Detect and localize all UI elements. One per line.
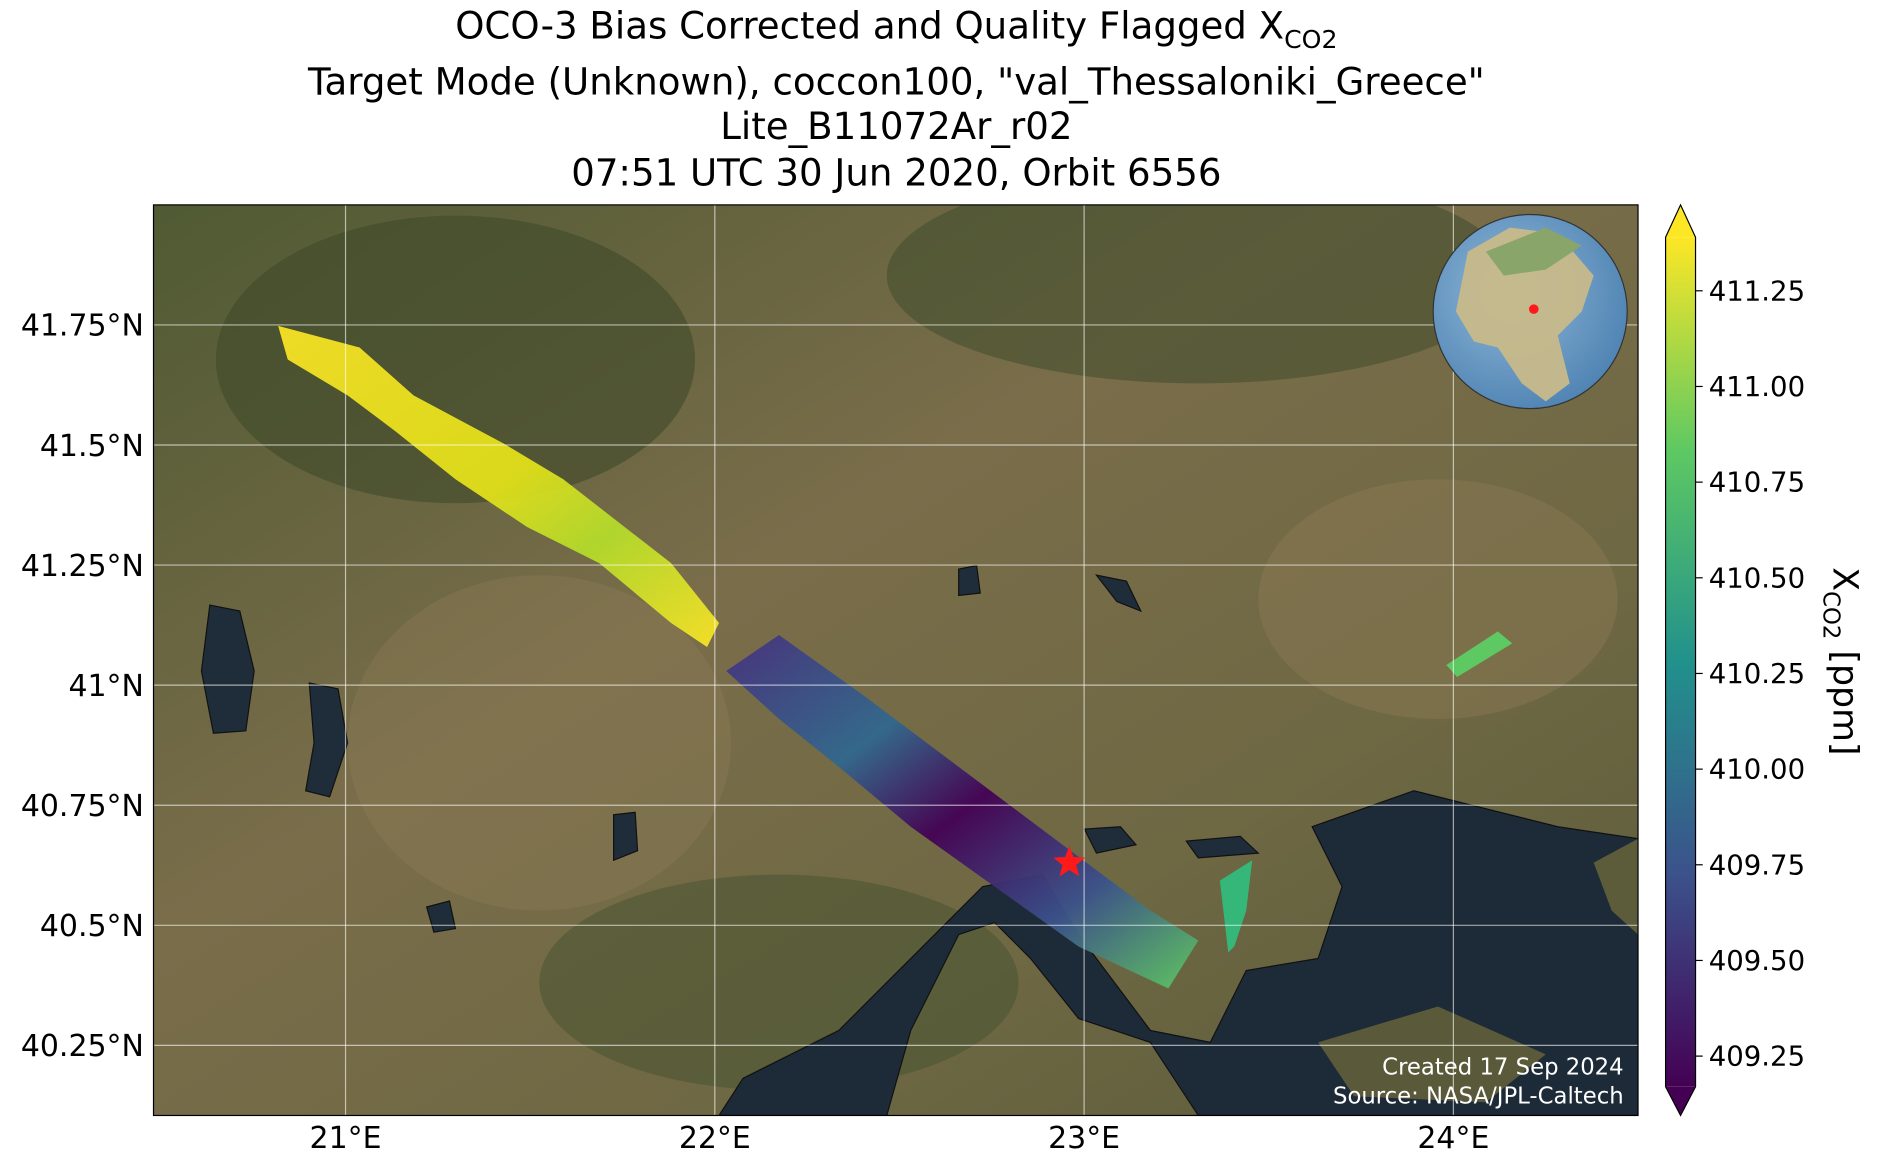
x-tick-label: 24°E — [1417, 1121, 1489, 1156]
colorbar-tick-label: 409.75 — [1709, 849, 1805, 881]
grid — [153, 204, 1639, 1116]
colorbar-extend — [1665, 204, 1696, 238]
y-tick-label: 41.75°N — [21, 309, 144, 344]
title: OCO-3 Bias Corrected and Quality Flagged… — [455, 4, 1337, 54]
map-background — [153, 204, 1639, 1116]
map-frame — [152, 204, 1639, 1117]
y-tick-label: 40.5°N — [40, 909, 144, 944]
colorbar-ramp — [1665, 237, 1696, 1087]
x-tick-label: 22°E — [679, 1121, 751, 1156]
colorbar-label: XCO2 [ppm] — [1818, 567, 1865, 755]
colorbar-tick-label: 409.25 — [1709, 1041, 1805, 1073]
y-tick-label: 41°N — [68, 669, 143, 704]
y-tick-label: 40.75°N — [21, 789, 144, 824]
annotation: Source: NASA/JPL-Caltech — [1333, 1083, 1624, 1109]
colorbar-tick-label: 410.75 — [1709, 467, 1805, 499]
colorbar: 409.25 409.50 409.75 410.00 410.25 410.50 410.… — [1664, 203, 1805, 1117]
x-tick-label: 23°E — [1048, 1121, 1120, 1156]
colorbar-tick-label: 411.00 — [1709, 371, 1805, 403]
colorbar-extend — [1665, 1086, 1696, 1116]
y-tick-label: 40.25°N — [21, 1029, 144, 1064]
ticks: 21°E 22°E 23°E 24°E 40.25°N 40.5°N 40.75°N 41°N… — [21, 309, 1490, 1156]
colorbar-tick-label: 410.50 — [1709, 562, 1805, 594]
subtitle: Target Mode (Unknown), coccon100, "val_T… — [307, 61, 1485, 104]
target-marker — [1053, 846, 1086, 877]
colorbar-tick-label: 411.25 — [1709, 275, 1805, 307]
subtitle: 07:51 UTC 30 Jun 2020, Orbit 6556 — [571, 152, 1221, 195]
y-tick-label: 41.25°N — [21, 549, 144, 584]
colorbar-tick-label: 410.25 — [1709, 658, 1805, 690]
subtitle: Lite_B11072Ar_r02 — [720, 105, 1072, 148]
colorbar-tick-label: 410.00 — [1709, 754, 1805, 786]
annotation: Created 17 Sep 2024 — [1382, 1055, 1623, 1081]
x-tick-label: 21°E — [310, 1121, 382, 1156]
colorbar-tick-label: 409.50 — [1709, 945, 1805, 977]
y-tick-label: 41.5°N — [40, 429, 144, 464]
globe-target — [1528, 304, 1539, 314]
